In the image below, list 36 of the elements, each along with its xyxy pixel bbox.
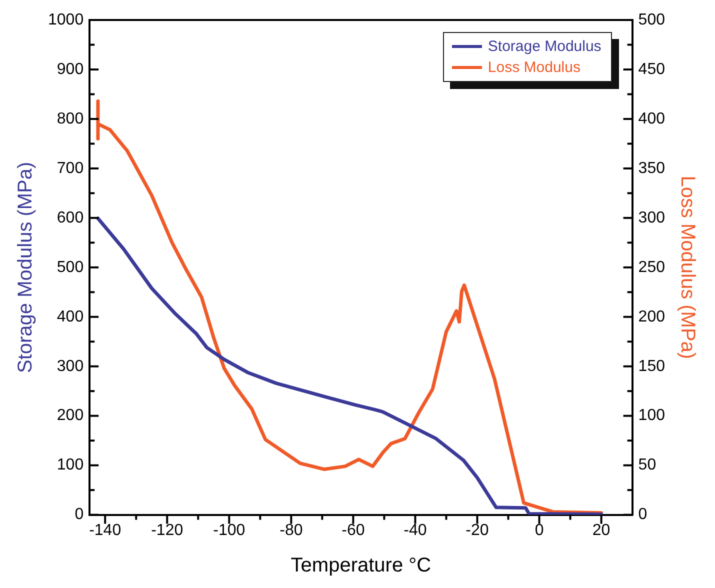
y2-tick-label: 100 bbox=[638, 407, 666, 424]
x-tick-label: 0 bbox=[534, 522, 544, 539]
y2-tick-label: 350 bbox=[638, 160, 666, 177]
y-tick-label: 600 bbox=[56, 209, 84, 226]
x-tick-label: -60 bbox=[342, 522, 365, 539]
x-tick-label: -120 bbox=[151, 522, 184, 539]
y-tick-label: 400 bbox=[56, 308, 84, 326]
y-tick-label: 0 bbox=[74, 506, 84, 524]
x-tick-label: 20 bbox=[592, 522, 610, 539]
y2-tick-label: 300 bbox=[638, 209, 666, 226]
x-tick-label: -40 bbox=[404, 522, 427, 539]
x-tick-label: -80 bbox=[280, 522, 303, 539]
y-axis-title: Storage Modulus (MPa) bbox=[14, 162, 37, 373]
y2-tick-label: 500 bbox=[638, 11, 666, 28]
y2-tick-label: 250 bbox=[638, 258, 666, 276]
y-tick-label: 800 bbox=[56, 110, 84, 128]
y-tick-label: 500 bbox=[56, 258, 84, 276]
legend-label: Storage Modulus bbox=[488, 37, 602, 57]
y-tick-label: 300 bbox=[56, 358, 84, 375]
y2-tick-label: 400 bbox=[638, 110, 666, 128]
y-tick-label: 100 bbox=[56, 456, 84, 474]
y2-tick-label: 0 bbox=[638, 506, 648, 524]
x-tick-label: -100 bbox=[213, 522, 246, 539]
y2-tick-label: 200 bbox=[638, 308, 666, 326]
x-axis-title: Temperature °C bbox=[290, 554, 432, 577]
y-tick-label: 1000 bbox=[48, 11, 84, 28]
x-tick-label: -20 bbox=[466, 522, 489, 539]
y2-tick-label: 450 bbox=[638, 60, 666, 78]
y-tick-label: 700 bbox=[56, 160, 84, 177]
y2-axis-title: Loss Modulus (MPa) bbox=[676, 176, 698, 360]
legend-label: Loss Modulus bbox=[488, 58, 580, 78]
y-tick-label: 200 bbox=[56, 407, 84, 424]
y2-tick-label: 50 bbox=[638, 456, 656, 474]
y-tick-label: 900 bbox=[56, 60, 84, 78]
y2-tick-label: 150 bbox=[638, 358, 666, 375]
x-tick-label: -140 bbox=[89, 522, 122, 539]
